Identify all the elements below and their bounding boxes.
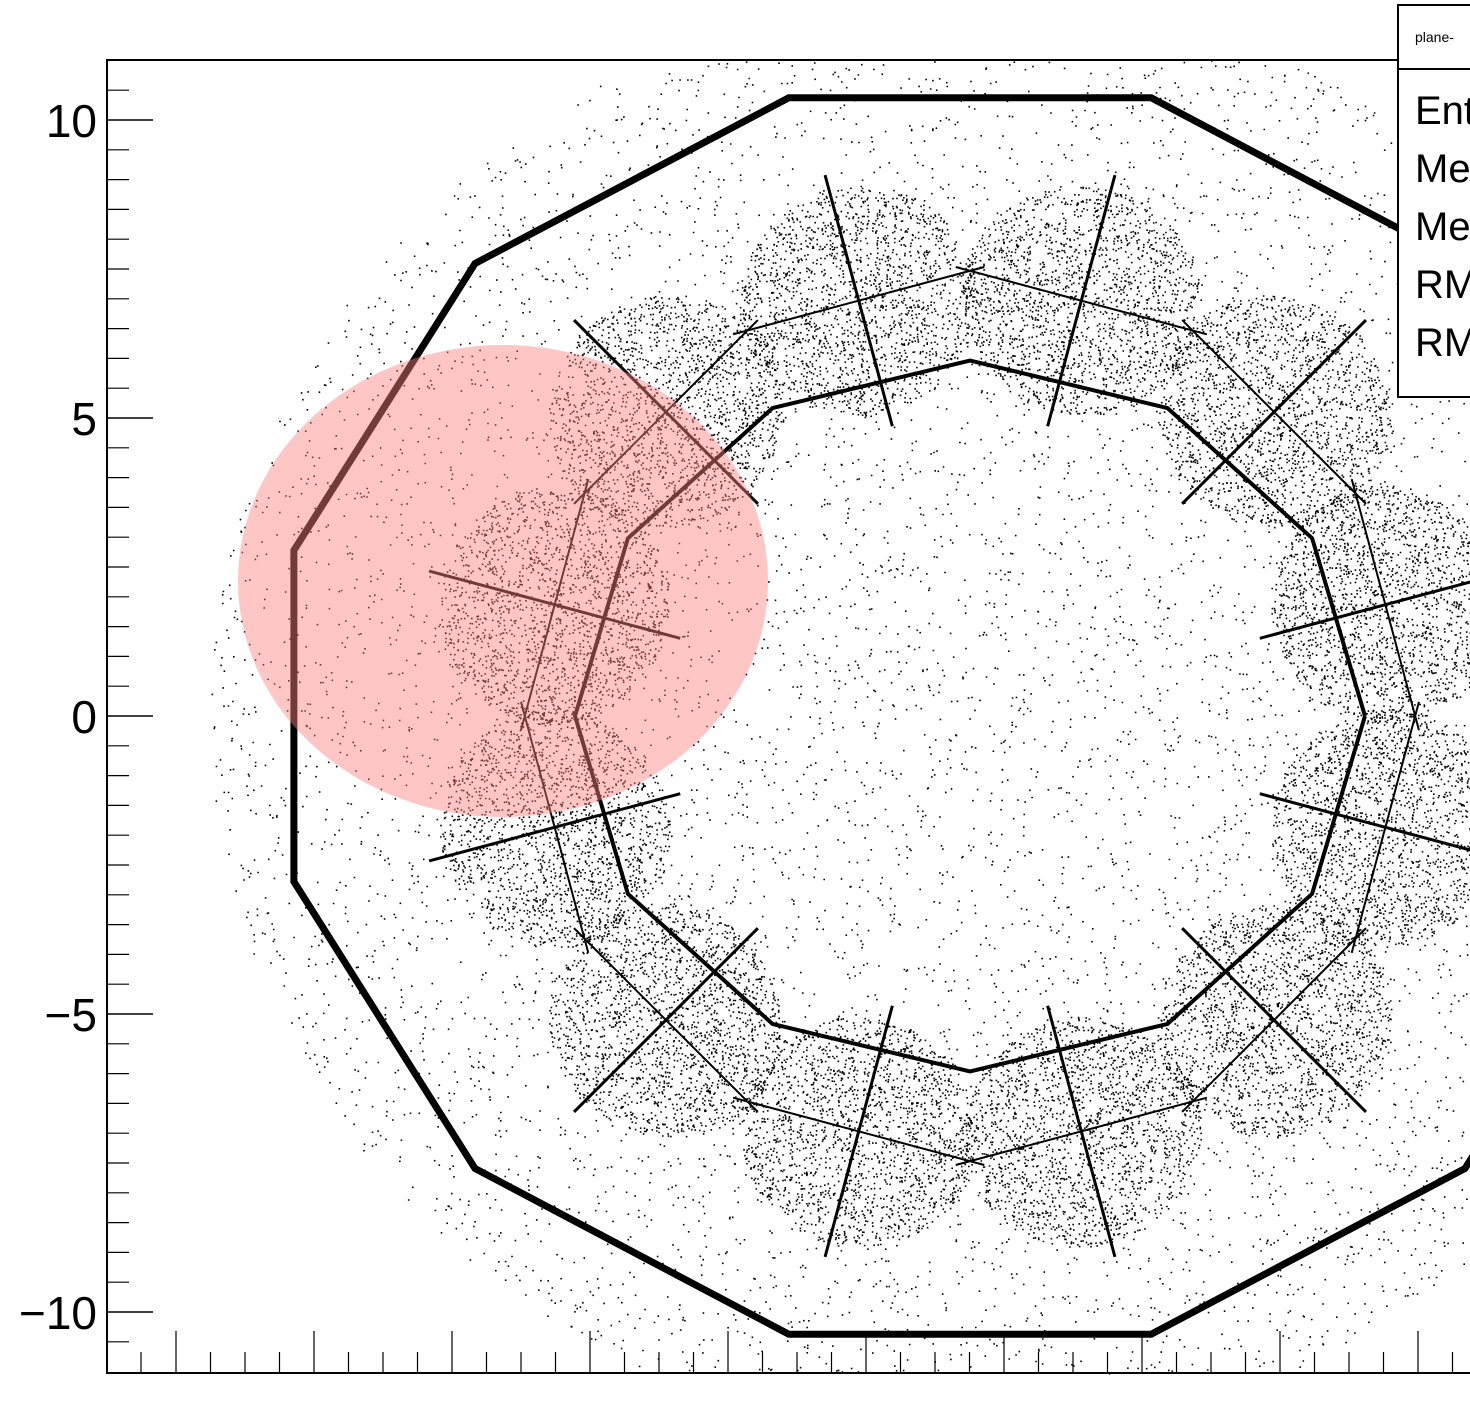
scatter-points (211, 60, 1470, 1375)
strip-line (1181, 319, 1367, 505)
strip-line (732, 1096, 985, 1166)
y-tick-label: 0 (71, 691, 97, 743)
stats-title: plane- (1399, 6, 1470, 70)
strip-line (1350, 478, 1420, 731)
stats-rms-x: RM (1415, 263, 1470, 307)
strip-line (955, 266, 1208, 336)
stats-rms-y: RM (1415, 321, 1470, 365)
strip-line (520, 701, 590, 954)
axes: 10 5 0 −5 −10 (19, 89, 1454, 1373)
strip-line (573, 319, 759, 505)
y-tick-label: 10 (46, 95, 97, 147)
strip-line (955, 1096, 1208, 1166)
scatter-dots (211, 60, 1470, 1375)
stats-mean-x: Me (1415, 147, 1470, 191)
strip-line (1350, 701, 1420, 954)
y-tick-label: −10 (19, 1287, 97, 1339)
strip-line (1259, 580, 1470, 640)
inner-dodecagon (572, 358, 1367, 1074)
stats-mean-y: Me (1415, 205, 1470, 249)
strip-line (1181, 927, 1367, 1113)
highlight-region (238, 345, 768, 817)
strip-line (732, 266, 985, 336)
strip-line (1259, 792, 1470, 852)
y-tick-label: −5 (45, 989, 97, 1041)
stats-entries: Ent (1415, 89, 1470, 133)
strip-line (573, 927, 759, 1113)
stats-box: plane- Ent Me Me RM RM (1397, 4, 1470, 398)
y-tick-label: 5 (71, 393, 97, 445)
strip-line (520, 478, 590, 731)
